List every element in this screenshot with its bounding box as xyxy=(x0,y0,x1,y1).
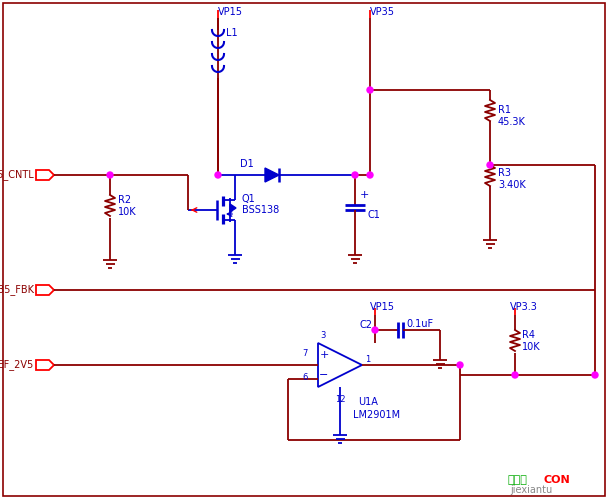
Text: L1: L1 xyxy=(226,28,238,38)
Text: VP3.3: VP3.3 xyxy=(510,302,538,312)
Text: 45.3K: 45.3K xyxy=(498,117,526,127)
Text: R1: R1 xyxy=(498,105,511,115)
Text: 12: 12 xyxy=(335,395,345,404)
Circle shape xyxy=(352,172,358,178)
Text: VP15: VP15 xyxy=(218,7,243,17)
Text: +: + xyxy=(360,190,370,200)
Text: C2: C2 xyxy=(359,320,372,330)
Text: R2: R2 xyxy=(118,195,131,205)
Text: VP15: VP15 xyxy=(370,302,395,312)
Text: U1A: U1A xyxy=(358,397,378,407)
Circle shape xyxy=(367,87,373,93)
Text: −: − xyxy=(319,370,329,380)
Text: P35_FBK: P35_FBK xyxy=(0,284,34,295)
Text: 7: 7 xyxy=(303,348,308,357)
Text: LM2901M: LM2901M xyxy=(353,410,400,420)
Text: VP35: VP35 xyxy=(370,7,395,17)
Circle shape xyxy=(107,172,113,178)
Text: 3: 3 xyxy=(320,331,326,340)
Text: 0.1uF: 0.1uF xyxy=(406,319,433,329)
Text: +: + xyxy=(319,350,329,360)
Text: jiexiantu: jiexiantu xyxy=(510,485,552,495)
Text: 1: 1 xyxy=(365,355,370,364)
Text: P35_CNTL: P35_CNTL xyxy=(0,170,34,181)
Circle shape xyxy=(215,172,221,178)
Text: VREF_2V5: VREF_2V5 xyxy=(0,360,34,370)
Text: D1: D1 xyxy=(240,159,254,169)
Circle shape xyxy=(372,327,378,333)
Circle shape xyxy=(512,372,518,378)
Text: 6: 6 xyxy=(303,372,308,382)
Text: C1: C1 xyxy=(368,210,381,220)
Text: BSS138: BSS138 xyxy=(242,205,279,215)
Text: R4: R4 xyxy=(522,330,535,340)
Circle shape xyxy=(592,372,598,378)
Text: 10K: 10K xyxy=(118,207,137,217)
Circle shape xyxy=(457,362,463,368)
Polygon shape xyxy=(265,168,279,182)
Text: R3: R3 xyxy=(498,168,511,178)
Circle shape xyxy=(367,172,373,178)
Text: 接线图: 接线图 xyxy=(508,475,528,485)
Text: 3.40K: 3.40K xyxy=(498,180,526,190)
Polygon shape xyxy=(230,204,236,212)
Text: 10K: 10K xyxy=(522,342,541,352)
Text: CON: CON xyxy=(543,475,570,485)
Circle shape xyxy=(487,162,493,168)
Text: Q1: Q1 xyxy=(242,194,256,204)
